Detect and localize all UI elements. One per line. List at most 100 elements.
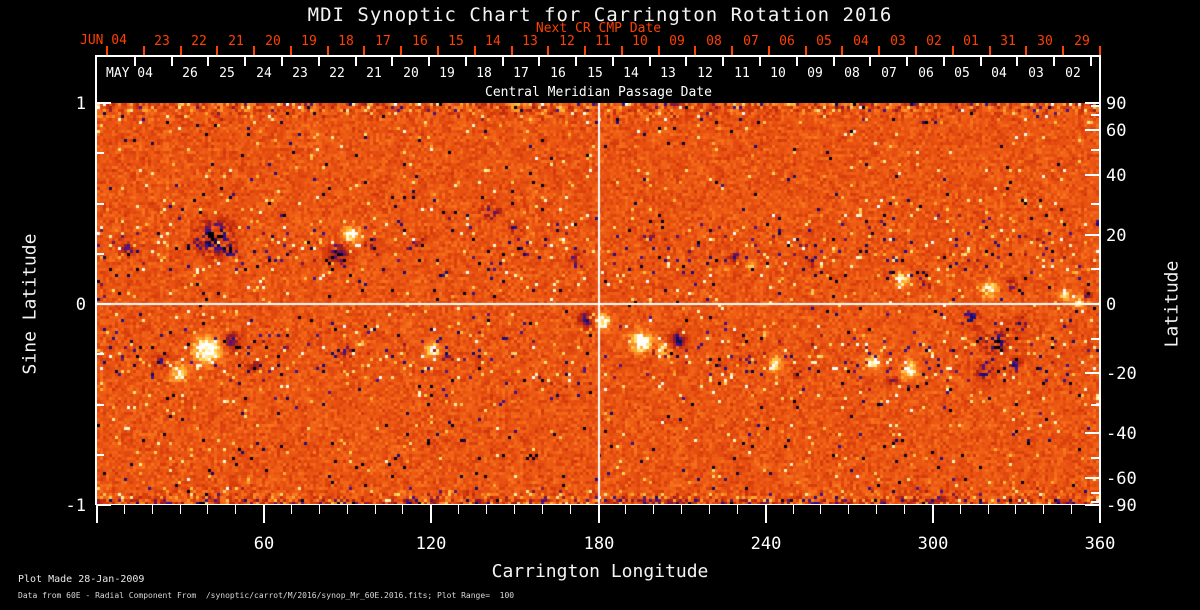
next-cr-date-tick <box>547 46 549 55</box>
x-axis-tick <box>486 505 487 514</box>
cmp-date-label: 03 <box>1028 66 1044 81</box>
right-axis-tick-label: -60 <box>1106 469 1137 489</box>
next-cr-cmp-date-label: Next CR CMP Date <box>535 21 662 36</box>
x-axis-tick <box>570 505 571 514</box>
cmp-date-tick <box>244 57 246 66</box>
next-cr-date-label: 10 <box>632 34 648 49</box>
next-cr-date-label: 07 <box>743 34 759 49</box>
next-cr-date-tick <box>584 46 586 55</box>
cmp-date-tick <box>1016 57 1018 66</box>
cmp-date-tick <box>980 57 982 66</box>
x-axis-tick <box>681 505 682 514</box>
right-axis-tick-label: 40 <box>1106 166 1127 186</box>
cmp-date-tick <box>207 57 209 66</box>
x-axis-tick <box>988 505 989 514</box>
next-cr-date-label: 14 <box>485 34 501 49</box>
cmp-date-label: 08 <box>844 66 860 81</box>
x-axis-tick <box>625 505 626 514</box>
cmp-date-label: 12 <box>697 66 713 81</box>
x-axis-tick-label: 300 <box>917 534 949 554</box>
next-cr-date-tick <box>731 46 733 55</box>
cmp-date-tick <box>391 57 393 66</box>
next-cr-date-label: 29 <box>1074 34 1090 49</box>
x-axis-tick <box>932 505 934 523</box>
x-axis-tick <box>347 505 348 514</box>
cmp-date-label: 11 <box>734 66 750 81</box>
next-cr-date-tick <box>694 46 696 55</box>
next-cr-date-label: 23 <box>154 34 170 49</box>
x-axis-tick <box>458 505 459 514</box>
cmp-date-tick <box>612 57 614 66</box>
cmp-date-tick <box>685 57 687 66</box>
cmp-date-label: 20 <box>403 66 419 81</box>
x-axis-tick <box>207 505 208 514</box>
right-axis-tick <box>1085 504 1099 506</box>
next-cr-date-tick <box>180 46 182 55</box>
x-axis-tick <box>1071 505 1072 514</box>
right-axis-tick <box>1085 432 1099 434</box>
x-axis-tick <box>319 505 320 514</box>
next-cr-date-tick <box>400 46 402 55</box>
cmp-date-tick <box>318 57 320 66</box>
cmp-date-tick <box>943 57 945 66</box>
next-cr-date-tick <box>768 46 770 55</box>
cmp-date-label: 19 <box>439 66 455 81</box>
left-axis-line <box>95 55 97 505</box>
x-axis-tick <box>124 505 125 514</box>
right-axis-tick <box>1091 268 1099 270</box>
left-axis-tick <box>97 353 104 355</box>
left-axis-tick <box>97 504 111 506</box>
x-axis-tick <box>263 505 265 523</box>
left-axis-tick <box>97 152 104 154</box>
cmp-date-tick <box>281 57 283 66</box>
next-cr-date-label: 21 <box>228 34 244 49</box>
next-cr-date-tick <box>1025 46 1027 55</box>
cmp-date-label: 10 <box>770 66 786 81</box>
x-axis-tick <box>1015 505 1016 514</box>
next-cr-date-tick <box>841 46 843 55</box>
x-axis-tick <box>152 505 153 514</box>
left-axis-tick-label: 1 <box>75 94 86 114</box>
next-cr-date-tick <box>1062 46 1064 55</box>
cmp-date-label: 17 <box>513 66 529 81</box>
month-label-may-04: MAY 04 <box>106 66 153 81</box>
x-axis-tick <box>653 505 654 514</box>
x-axis-tick <box>848 505 849 514</box>
cmp-date-tick <box>428 57 430 66</box>
cmp-date-label: 13 <box>660 66 676 81</box>
plot-made-text: Plot Made 28-Jan-2009 <box>18 574 145 585</box>
right-axis-tick <box>1091 492 1099 494</box>
cmp-date-label: 05 <box>954 66 970 81</box>
cmp-date-label: 02 <box>1065 66 1081 81</box>
left-axis-tick <box>97 404 104 406</box>
right-axis-tick <box>1085 129 1099 131</box>
x-axis-tick <box>375 505 376 514</box>
cmp-date-tick <box>649 57 651 66</box>
next-cr-date-label: 01 <box>963 34 979 49</box>
cmp-date-tick <box>906 57 908 66</box>
next-cr-date-tick <box>216 46 218 55</box>
next-cr-date-label: 06 <box>779 34 795 49</box>
cmp-date-tick <box>796 57 798 66</box>
cmp-date-tick <box>722 57 724 66</box>
next-cr-date-tick <box>106 46 108 55</box>
cmp-date-tick <box>465 57 467 66</box>
cmp-date-tick <box>869 57 871 66</box>
next-cr-date-label: 15 <box>448 34 464 49</box>
next-cr-date-label: 09 <box>669 34 685 49</box>
left-axis-tick <box>97 203 104 205</box>
right-axis-tick <box>1085 234 1099 236</box>
right-axis-tick <box>1085 303 1099 305</box>
cmp-date-tick <box>171 57 173 66</box>
cmp-date-label: 07 <box>881 66 897 81</box>
right-axis-tick <box>1085 477 1099 479</box>
next-cr-date-tick <box>658 46 660 55</box>
next-cr-date-label: 03 <box>890 34 906 49</box>
next-cr-date-label: 02 <box>926 34 942 49</box>
next-cr-date-tick <box>437 46 439 55</box>
left-axis-tick <box>97 253 104 255</box>
right-axis-tick <box>1091 338 1099 340</box>
left-axis-tick <box>97 102 111 104</box>
cmp-date-label: 22 <box>329 66 345 81</box>
